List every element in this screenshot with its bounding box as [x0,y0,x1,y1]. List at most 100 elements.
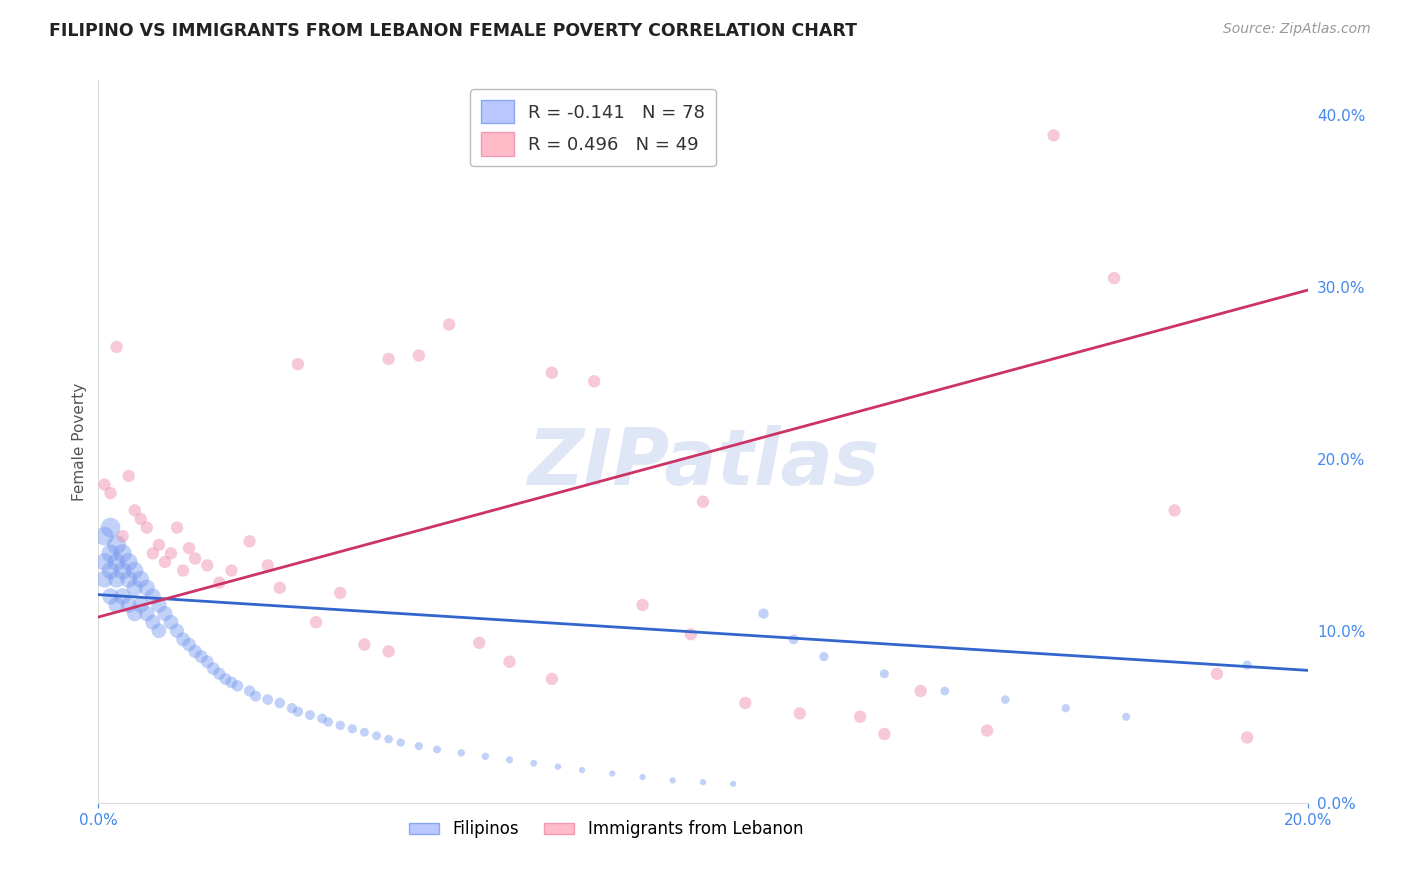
Point [377,644,399,658]
Point [269,581,291,595]
Point [408,739,430,753]
Point [994,692,1017,706]
Point [135,581,157,595]
Point [377,732,399,747]
Point [631,598,654,612]
Point [190,649,212,664]
Point [124,581,146,595]
Point [172,564,194,578]
Point [602,766,624,780]
Point [239,534,262,549]
Point [692,775,714,789]
Point [135,520,157,534]
Point [179,541,201,556]
Point [142,590,165,604]
Point [287,357,309,371]
Point [873,727,896,741]
Point [287,705,309,719]
Legend: Filipinos, Immigrants from Lebanon: Filipinos, Immigrants from Lebanon [402,814,810,845]
Point [1236,658,1258,673]
Point [468,636,491,650]
Point [256,558,278,573]
Point [377,351,399,366]
Text: FILIPINO VS IMMIGRANTS FROM LEBANON FEMALE POVERTY CORRELATION CHART: FILIPINO VS IMMIGRANTS FROM LEBANON FEMA… [49,22,858,40]
Point [474,749,496,764]
Point [752,607,775,621]
Text: Source: ZipAtlas.com: Source: ZipAtlas.com [1223,22,1371,37]
Point [547,760,569,774]
Point [426,742,449,756]
Point [498,753,520,767]
Point [353,638,375,652]
Point [100,546,122,560]
Point [281,701,304,715]
Point [305,615,328,630]
Point [221,675,243,690]
Point [299,708,322,723]
Point [148,538,170,552]
Point [571,763,593,777]
Point [910,684,932,698]
Point [160,615,183,630]
Point [100,520,122,534]
Point [269,696,291,710]
Point [389,735,412,749]
Point [153,607,176,621]
Point [450,746,472,760]
Point [142,615,165,630]
Point [1115,710,1137,724]
Point [129,598,152,612]
Point [498,655,520,669]
Point [118,469,141,483]
Point [105,598,128,612]
Point [142,546,165,560]
Point [329,718,352,732]
Point [723,777,745,791]
Point [734,696,756,710]
Point [172,632,194,647]
Point [111,590,134,604]
Point [239,684,262,698]
Point [214,672,236,686]
Point [184,644,207,658]
Point [540,672,562,686]
Point [179,638,201,652]
Point [540,366,562,380]
Point [1054,701,1077,715]
Point [849,710,872,724]
Point [93,477,115,491]
Point [124,607,146,621]
Point [342,722,364,736]
Point [135,607,157,621]
Point [195,558,218,573]
Point [105,538,128,552]
Point [100,564,122,578]
Point [160,546,183,560]
Point [124,564,146,578]
Point [813,649,835,664]
Point [437,318,460,332]
Point [124,503,146,517]
Point [976,723,998,738]
Point [583,375,606,389]
Point [1102,271,1125,285]
Text: ZIPatlas: ZIPatlas [527,425,879,501]
Point [93,529,115,543]
Point [148,624,170,638]
Point [93,572,115,586]
Point [166,624,188,638]
Point [408,349,430,363]
Point [202,662,225,676]
Point [111,564,134,578]
Point [783,632,806,647]
Point [789,706,811,721]
Y-axis label: Female Poverty: Female Poverty [72,383,87,500]
Point [148,598,170,612]
Point [111,546,134,560]
Point [100,590,122,604]
Point [208,575,231,590]
Point [661,773,683,788]
Point [105,555,128,569]
Point [118,555,141,569]
Point [523,756,546,771]
